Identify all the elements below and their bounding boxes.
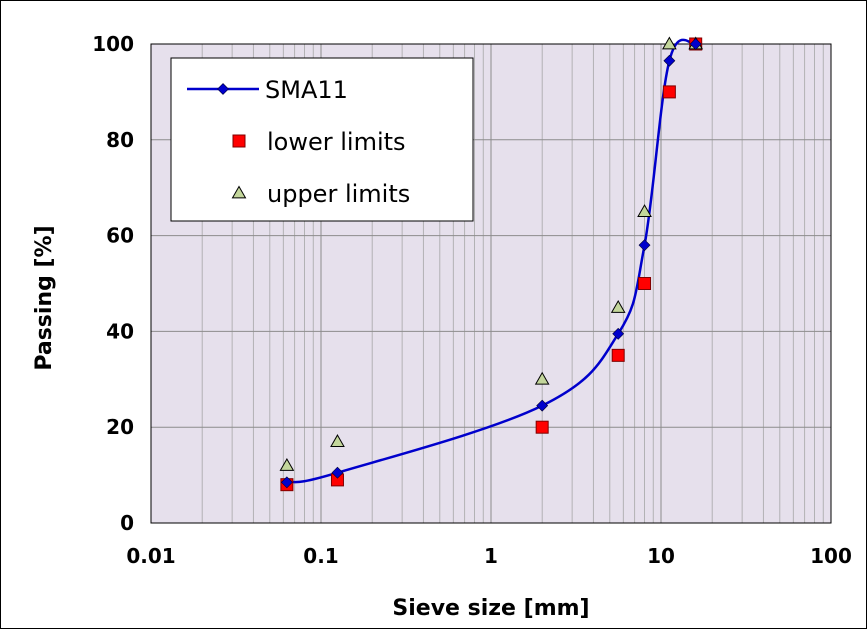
x-tick-label: 0.01 bbox=[126, 544, 175, 568]
legend-sma11-marker bbox=[217, 83, 229, 95]
y-tick-label: 40 bbox=[106, 319, 134, 343]
y-tick-label: 80 bbox=[106, 128, 134, 152]
lower-limit-point bbox=[535, 420, 549, 434]
y-tick-label: 100 bbox=[92, 32, 134, 56]
y-tick-label: 20 bbox=[106, 415, 134, 439]
lower-limit-point bbox=[662, 85, 676, 99]
legend: SMA11 lower limits upper limits bbox=[170, 57, 474, 222]
sma11-point bbox=[536, 399, 549, 412]
legend-upper-label: upper limits bbox=[267, 180, 410, 208]
x-tick-label: 0.1 bbox=[303, 544, 338, 568]
legend-lower-marker bbox=[232, 134, 246, 148]
upper-limit-point bbox=[279, 458, 295, 471]
x-tick-label: 1 bbox=[484, 544, 498, 568]
lower-limit-point bbox=[638, 277, 652, 290]
sma11-point bbox=[689, 38, 702, 50]
y-tick-label: 0 bbox=[120, 511, 134, 535]
upper-limit-point bbox=[534, 371, 550, 385]
sma11-point bbox=[663, 54, 676, 67]
x-tick-label: 10 bbox=[647, 544, 675, 568]
legend-lower-label: lower limits bbox=[267, 128, 406, 156]
legend-sma11-label: SMA11 bbox=[265, 76, 348, 104]
legend-upper-marker bbox=[231, 185, 247, 199]
sma11-point bbox=[612, 327, 625, 340]
x-axis-title: Sieve size [mm] bbox=[392, 596, 589, 621]
series-layer bbox=[279, 36, 704, 492]
tick-labels: 0.01 0.1 1 10 100 0 20 40 60 80 100 bbox=[92, 32, 852, 568]
x-tick-label: 100 bbox=[810, 544, 852, 568]
sma11-point bbox=[331, 466, 344, 479]
upper-limit-point bbox=[637, 204, 652, 218]
y-axis-title: Passing [%] bbox=[32, 225, 57, 370]
sma11-point bbox=[280, 476, 293, 489]
y-tick-label: 60 bbox=[106, 224, 134, 248]
upper-limit-point bbox=[610, 299, 626, 313]
lower-limit-point bbox=[611, 348, 625, 362]
plot-border bbox=[150, 43, 832, 524]
sma11-point bbox=[638, 239, 651, 252]
upper-limit-point bbox=[662, 36, 677, 50]
upper-limit-point bbox=[330, 434, 345, 447]
